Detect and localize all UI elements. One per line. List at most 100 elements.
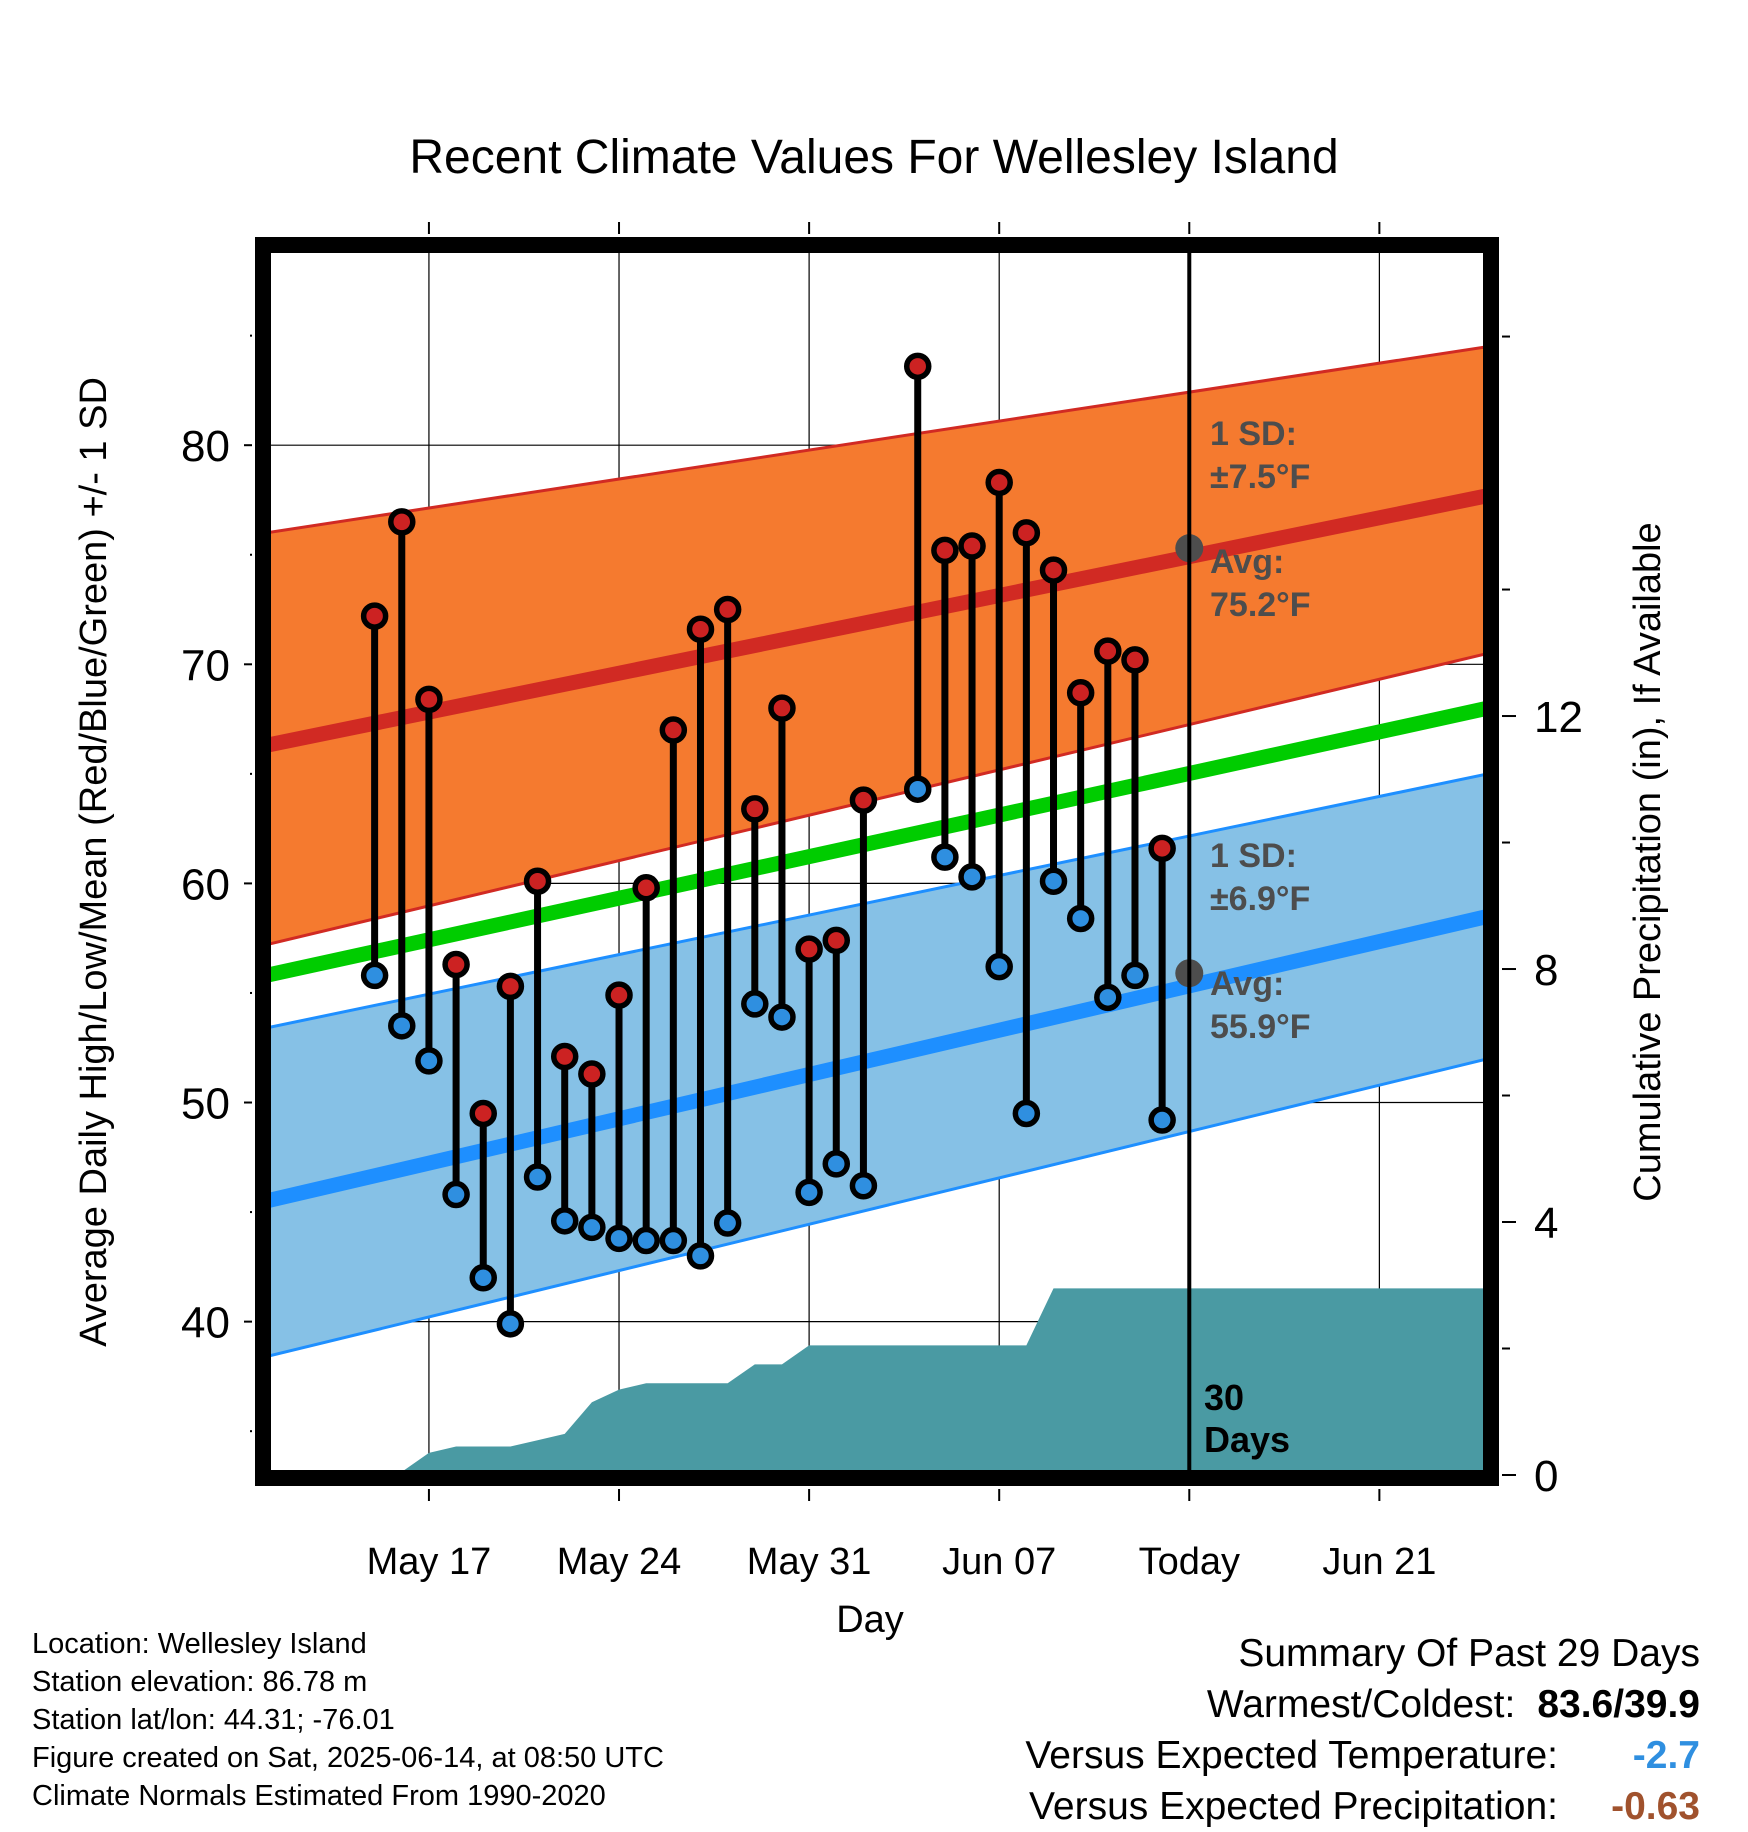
low-point — [523, 1163, 552, 1191]
low-sd-value: ±6.9°F — [1210, 880, 1310, 918]
high-avg-line — [266, 488, 1488, 753]
high-sd-value: ±7.5°F — [1210, 458, 1310, 496]
temp-value: -2.7 — [1632, 1734, 1700, 1777]
y-axis-title: Average Daily High/Low/Mean (Red/Blue/Gr… — [73, 377, 115, 1347]
x-tick-label: May 31 — [747, 1541, 872, 1583]
low-point — [931, 843, 959, 871]
high-point — [415, 685, 443, 714]
high-sd-upper-line — [266, 345, 1488, 535]
y-tick-label: 40 — [181, 1299, 230, 1348]
chart-title: Recent Climate Values For Wellesley Isla… — [409, 131, 1339, 184]
low-point — [1094, 983, 1122, 1012]
low-point — [496, 1310, 525, 1338]
plot-frame — [255, 237, 1499, 1486]
high-point — [822, 926, 851, 955]
low-point — [1012, 1099, 1041, 1128]
high-point — [1039, 556, 1068, 584]
high-point — [388, 508, 416, 536]
high-point — [1066, 679, 1095, 707]
x-axis-title: Day — [836, 1599, 904, 1641]
station-info: Location: Wellesley Island Station eleva… — [32, 1625, 664, 1815]
high-sd-band — [266, 346, 1488, 945]
low-point — [795, 1178, 823, 1207]
precip-cumulative-area — [266, 1288, 1488, 1475]
days-unit-label: Days — [1204, 1419, 1290, 1460]
latlon-text: Station lat/lon: 44.31; -76.01 — [32, 1704, 395, 1736]
y-tick-label: 50 — [181, 1080, 230, 1129]
low-point — [550, 1207, 579, 1235]
low-point — [686, 1242, 715, 1270]
high-point — [523, 867, 552, 895]
high-point — [469, 1099, 497, 1128]
warm-cold-label: Warmest/Coldest: — [1206, 1683, 1516, 1726]
annotations: 1 SD: ±7.5°F Avg: 75.2°F 1 SD: ±6.9°F Avg: 55.9… — [1175, 415, 1311, 1460]
low-sd-lower-line — [266, 1057, 1488, 1359]
high-point — [1094, 637, 1122, 665]
summary-panel: Summary Of Past 29 Days Warmest/Coldest:… — [1025, 1628, 1700, 1832]
high-point — [903, 352, 932, 381]
high-point — [849, 786, 878, 814]
low-point — [388, 1012, 416, 1040]
low-point — [713, 1209, 742, 1237]
high-point — [605, 981, 633, 1009]
high-point — [795, 935, 823, 963]
y-tick-label: 60 — [181, 860, 230, 909]
high-point — [686, 615, 715, 643]
low-point — [442, 1180, 470, 1209]
low-point — [659, 1226, 688, 1255]
warm-cold-value: 83.6/39.9 — [1537, 1683, 1700, 1726]
low-point — [469, 1264, 497, 1292]
y-tick-label: 70 — [181, 641, 230, 690]
elevation-text: Station elevation: 86.78 m — [32, 1666, 368, 1698]
high-point — [496, 972, 525, 1001]
low-point — [903, 775, 932, 803]
data-points — [360, 352, 1176, 1338]
y2-tick-label: 12 — [1534, 693, 1583, 742]
warm-cold-row: Warmest/Coldest: 83.6/39.9 — [1025, 1679, 1700, 1730]
low-point — [578, 1213, 606, 1242]
created-text: Figure created on Sat, 2025-06-14, at 08… — [32, 1742, 664, 1774]
high-point — [360, 602, 389, 630]
high-point — [741, 795, 769, 823]
low-point — [985, 952, 1013, 981]
high-point — [985, 468, 1013, 497]
high-sd-label: 1 SD: — [1210, 415, 1297, 453]
low-point — [822, 1150, 851, 1178]
low-sd-label: 1 SD: — [1210, 837, 1297, 875]
high-point — [958, 532, 986, 560]
high-point — [1012, 519, 1041, 547]
y2-tick-label: 4 — [1534, 1199, 1558, 1248]
high-point — [632, 874, 660, 902]
low-point — [1066, 904, 1095, 933]
days-count-label: 30 — [1204, 1377, 1244, 1418]
summary-heading: Summary Of Past 29 Days — [1238, 1632, 1700, 1675]
low-avg-line — [266, 908, 1488, 1209]
high-point — [931, 536, 959, 565]
low-avg-value: 55.9°F — [1210, 1008, 1311, 1046]
precip-row: Versus Expected Precipitation: -0.63 — [1025, 1781, 1700, 1832]
low-point — [1148, 1106, 1176, 1134]
low-point — [741, 990, 769, 1018]
precip-area — [266, 1288, 1488, 1475]
high-point — [713, 595, 742, 624]
low-point — [415, 1047, 443, 1075]
low-point — [1121, 961, 1149, 990]
y2-tick-label: 8 — [1534, 946, 1558, 995]
high-point — [1148, 834, 1176, 863]
location-text: Location: Wellesley Island — [32, 1628, 367, 1660]
temp-row: Versus Expected Temperature: -2.7 — [1025, 1730, 1700, 1781]
x-tick-label: May 24 — [557, 1541, 682, 1583]
y2-tick-label: 0 — [1534, 1452, 1558, 1501]
low-point — [360, 961, 389, 990]
precip-label: Versus Expected Precipitation: — [1029, 1785, 1558, 1828]
low-point — [958, 863, 986, 891]
normals-text: Climate Normals Estimated From 1990-2020 — [32, 1780, 606, 1812]
high-point — [659, 716, 688, 744]
precip-value: -0.63 — [1611, 1785, 1700, 1828]
low-point — [768, 1003, 796, 1031]
high-point — [768, 694, 796, 722]
low-point — [849, 1172, 878, 1200]
high-point — [442, 950, 470, 979]
x-tick-label: Today — [1139, 1541, 1240, 1583]
